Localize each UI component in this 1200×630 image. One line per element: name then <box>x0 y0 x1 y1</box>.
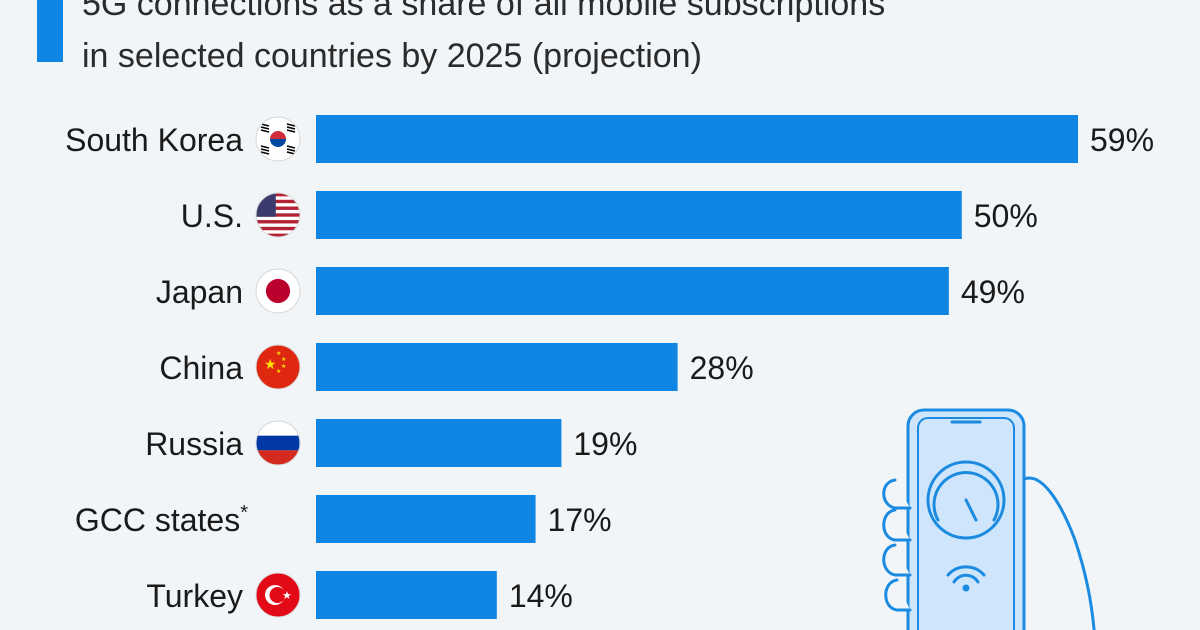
bar <box>316 191 962 239</box>
category-label-text: U.S. <box>181 198 243 234</box>
category-footnote-mark: * <box>240 502 248 524</box>
svg-text:★: ★ <box>276 350 281 357</box>
us-flag-icon <box>255 192 301 238</box>
svg-text:★: ★ <box>282 590 292 602</box>
category-label: GCC states* <box>75 502 248 538</box>
chart-title-line-1: 5G connections as a share of all mobile … <box>82 0 886 23</box>
category-label: South Korea <box>65 122 243 158</box>
russia-flag-icon <box>255 420 301 466</box>
bar <box>316 571 497 619</box>
value-label: 49% <box>961 274 1025 310</box>
bar-row: Russia 19% <box>145 419 637 467</box>
bar-row: China ★★★★★ 28% <box>159 343 754 391</box>
category-label: Turkey <box>146 578 243 614</box>
china-flag-icon: ★★★★★ <box>255 344 301 390</box>
bar <box>316 495 536 543</box>
category-label: Russia <box>145 426 243 462</box>
category-label-text: South Korea <box>65 122 243 158</box>
svg-text:★: ★ <box>281 363 286 370</box>
bar-row: Japan 49% <box>156 267 1025 315</box>
category-label: U.S. <box>181 198 243 234</box>
category-label-text: China <box>159 350 243 386</box>
bar-row: Turkey ★ 14% <box>146 571 573 619</box>
category-label-text: Russia <box>145 426 243 462</box>
category-label: China <box>159 350 243 386</box>
value-label: 59% <box>1090 122 1154 158</box>
value-label: 17% <box>548 502 612 538</box>
title-accent-bar <box>37 0 63 62</box>
bar <box>316 419 562 467</box>
value-label: 19% <box>573 426 637 462</box>
south-korea-flag-icon <box>255 116 301 162</box>
bar-row: South Korea 59% <box>65 115 1154 163</box>
svg-text:★: ★ <box>276 368 281 375</box>
svg-text:★: ★ <box>264 356 277 372</box>
value-label: 50% <box>974 198 1038 234</box>
bar-row: GCC states* 17% <box>75 495 612 543</box>
bar <box>316 267 949 315</box>
category-label: Japan <box>156 274 243 310</box>
chart-title-line-2: in selected countries by 2025 (projectio… <box>82 37 702 75</box>
japan-flag-icon <box>255 268 301 314</box>
bar <box>316 115 1078 163</box>
category-label-text: Turkey <box>146 578 243 614</box>
category-label-text: GCC states <box>75 502 240 538</box>
chart-title: 5G connections as a share of all mobile … <box>82 0 1172 82</box>
bar <box>316 343 678 391</box>
bar-row: U.S. 50% <box>181 191 1038 239</box>
svg-text:★: ★ <box>281 356 286 363</box>
value-label: 28% <box>690 350 754 386</box>
hand-holding-smartphone-icon <box>882 408 1096 630</box>
value-label: 14% <box>509 578 573 614</box>
turkey-flag-icon: ★ <box>255 572 301 618</box>
category-label-text: Japan <box>156 274 243 310</box>
